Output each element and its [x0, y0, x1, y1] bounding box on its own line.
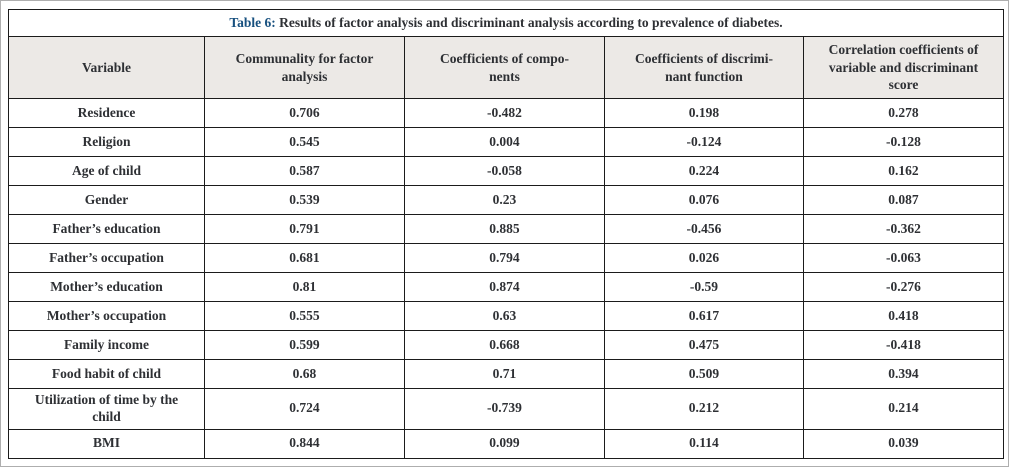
cell-components: -0.739 [403, 388, 605, 430]
cell-variable: Food habit of child [8, 359, 205, 389]
table-row: Gender 0.539 0.23 0.076 0.087 [8, 185, 1005, 215]
table-title-row: Table 6: Results of factor analysis and … [8, 9, 1004, 37]
cell-discriminant: 0.198 [603, 98, 804, 128]
cell-correlation: -0.128 [802, 127, 1005, 157]
table-header-row: Variable Communality for factor analysis… [8, 36, 1005, 99]
table-title-text: Results of factor analysis and discrimin… [279, 15, 783, 30]
cell-variable: Religion [8, 127, 205, 157]
cell-discriminant: 0.076 [603, 185, 804, 215]
cell-communality: 0.68 [204, 359, 405, 389]
table-row: Utilization of time by the child 0.724 -… [8, 388, 1005, 430]
cell-communality: 0.791 [204, 214, 405, 244]
cell-components: 0.874 [403, 272, 605, 302]
cell-correlation: 0.278 [802, 98, 1005, 128]
cell-communality: 0.844 [204, 428, 405, 459]
cell-correlation: 0.087 [802, 185, 1005, 215]
col-header-variable: Variable [8, 36, 205, 99]
cell-communality: 0.81 [204, 272, 405, 302]
cell-variable: Father’s education [8, 214, 205, 244]
cell-correlation: -0.418 [802, 330, 1005, 360]
cell-correlation: 0.394 [802, 359, 1005, 389]
cell-variable: Mother’s occupation [8, 301, 205, 331]
cell-correlation: 0.039 [802, 428, 1005, 459]
cell-components: 0.71 [403, 359, 605, 389]
cell-communality: 0.681 [204, 243, 405, 273]
table-caption: Table 6: Results of factor analysis and … [8, 9, 1004, 37]
cell-correlation: -0.276 [802, 272, 1005, 302]
cell-correlation: -0.362 [802, 214, 1005, 244]
cell-variable: Mother’s education [8, 272, 205, 302]
cell-discriminant: 0.617 [603, 301, 804, 331]
table-number-label: Table 6: [229, 15, 276, 30]
table-row: Mother’s occupation 0.555 0.63 0.617 0.4… [8, 301, 1005, 331]
cell-components: -0.482 [403, 98, 605, 128]
cell-variable: BMI [8, 428, 205, 459]
cell-correlation: 0.418 [802, 301, 1005, 331]
table-row: Residence 0.706 -0.482 0.198 0.278 [8, 98, 1005, 128]
col-header-components: Coefficients of compo- nents [403, 36, 605, 99]
col-header-correlation: Correlation coefficients of variable and… [802, 36, 1005, 99]
table-row: Age of child 0.587 -0.058 0.224 0.162 [8, 156, 1005, 186]
cell-communality: 0.587 [204, 156, 405, 186]
table-row: Father’s education 0.791 0.885 -0.456 -0… [8, 214, 1005, 244]
cell-communality: 0.555 [204, 301, 405, 331]
cell-discriminant: 0.224 [603, 156, 804, 186]
col-header-discriminant-function: Coefficients of discrimi- nant function [603, 36, 804, 99]
cell-discriminant: 0.026 [603, 243, 804, 273]
cell-discriminant: -0.59 [603, 272, 804, 302]
table-row: Family income 0.599 0.668 0.475 -0.418 [8, 330, 1005, 360]
cell-components: -0.058 [403, 156, 605, 186]
cell-variable: Gender [8, 185, 205, 215]
table-row: Father’s occupation 0.681 0.794 0.026 -0… [8, 243, 1005, 273]
cell-communality: 0.706 [204, 98, 405, 128]
cell-discriminant: 0.212 [603, 388, 804, 430]
cell-components: 0.63 [403, 301, 605, 331]
cell-communality: 0.545 [204, 127, 405, 157]
table-row: Mother’s education 0.81 0.874 -0.59 -0.2… [8, 272, 1005, 302]
col-header-communality: Communality for factor analysis [204, 36, 405, 99]
cell-discriminant: 0.114 [603, 428, 804, 459]
cell-discriminant: -0.456 [603, 214, 804, 244]
cell-communality: 0.599 [204, 330, 405, 360]
cell-components: 0.099 [403, 428, 605, 459]
cell-variable: Age of child [8, 156, 205, 186]
cell-variable: Father’s occupation [8, 243, 205, 273]
cell-correlation: -0.063 [802, 243, 1005, 273]
cell-communality: 0.539 [204, 185, 405, 215]
cell-components: 0.668 [403, 330, 605, 360]
cell-communality: 0.724 [204, 388, 405, 430]
cell-discriminant: 0.509 [603, 359, 804, 389]
cell-variable: Utilization of time by the child [8, 388, 205, 430]
factor-analysis-table: Table 6: Results of factor analysis and … [8, 9, 1005, 459]
cell-correlation: 0.162 [802, 156, 1005, 186]
cell-discriminant: 0.475 [603, 330, 804, 360]
cell-components: 0.794 [403, 243, 605, 273]
cell-variable: Family income [8, 330, 205, 360]
cell-correlation: 0.214 [802, 388, 1005, 430]
cell-variable: Residence [8, 98, 205, 128]
cell-components: 0.004 [403, 127, 605, 157]
table-row: Food habit of child 0.68 0.71 0.509 0.39… [8, 359, 1005, 389]
table-row: Religion 0.545 0.004 -0.124 -0.128 [8, 127, 1005, 157]
cell-discriminant: -0.124 [603, 127, 804, 157]
cell-components: 0.885 [403, 214, 605, 244]
table-row: BMI 0.844 0.099 0.114 0.039 [8, 428, 1005, 459]
cell-components: 0.23 [403, 185, 605, 215]
